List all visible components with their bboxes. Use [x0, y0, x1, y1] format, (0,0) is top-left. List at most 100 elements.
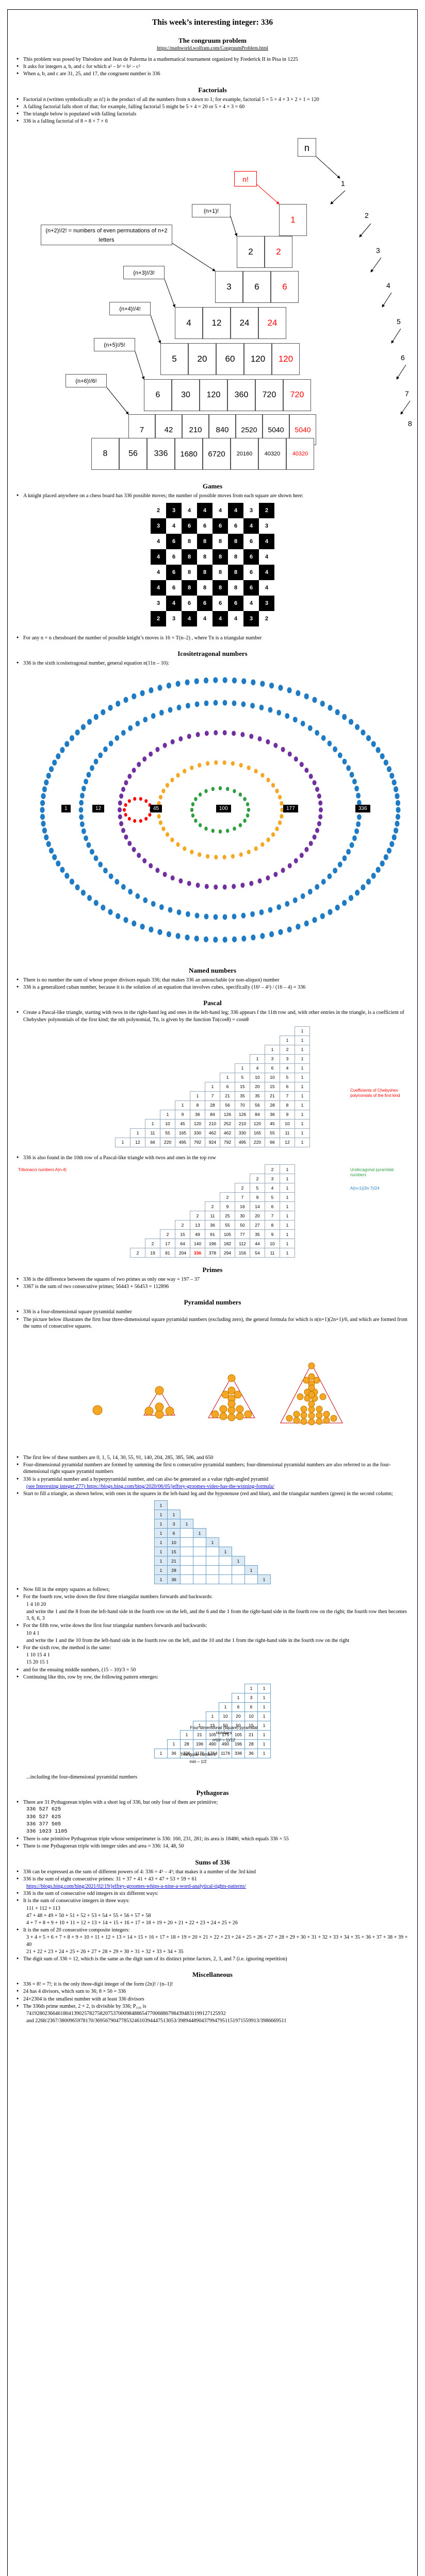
grid-cell	[206, 1529, 219, 1538]
grid-cell	[258, 1510, 271, 1519]
ico-dot	[352, 835, 357, 841]
spacer-cell	[130, 1165, 145, 1174]
ico-dot	[342, 855, 347, 861]
ico-dot	[198, 762, 202, 768]
ico-dot	[275, 826, 279, 832]
spacer-cell	[145, 1073, 160, 1082]
pascal-bullets-2: 336 is also found in the 10th row of a P…	[15, 1154, 410, 1161]
triangle-cell: 1	[257, 1702, 271, 1712]
triangle-cell: 120	[250, 1118, 265, 1129]
spacer-cell	[220, 1054, 235, 1063]
list-item: The 336th prime number, 2 + 2, is divisi…	[15, 2003, 410, 2010]
list-item: It asks for integers a, b, and c for whi…	[15, 63, 410, 70]
list-item: Create a Pascal-like triangle, starting …	[15, 1009, 410, 1023]
ff-cell: 6720	[203, 438, 231, 470]
pyramidal-link[interactable]: (see Interesting integer 277) https://bl…	[26, 1483, 274, 1489]
triangle-cell: 14	[250, 1201, 265, 1212]
ico-dot	[204, 884, 209, 889]
triangle-cell: 11	[265, 1248, 280, 1258]
ico-dot	[98, 861, 103, 868]
grid-cell	[245, 1547, 258, 1556]
triangle-cell: 6	[265, 1201, 280, 1212]
ico-dot	[327, 873, 332, 879]
ico-dot	[151, 713, 156, 719]
ico-dot	[271, 832, 275, 837]
ico-dot	[247, 850, 251, 855]
list-item: and for the ensuing middle numbers, (15 …	[15, 1666, 410, 1673]
chess-cell: 6	[197, 595, 213, 611]
ico-dot	[185, 934, 190, 941]
spacer-cell	[235, 1054, 250, 1063]
chess-cell: 8	[228, 564, 243, 580]
triangle-cell: 25	[220, 1211, 235, 1221]
edge-number-8: 8	[408, 419, 412, 428]
ico-dot	[157, 685, 162, 691]
ico-dot	[56, 860, 61, 867]
callout-even-permutations: (n+2)!/2! = numbers of even permutations…	[41, 225, 172, 246]
ico-dot	[346, 765, 351, 771]
ico-dot	[304, 846, 309, 852]
triangle-cell: 70	[235, 1100, 250, 1110]
ico-dot	[121, 884, 126, 890]
ico-dot	[275, 788, 279, 793]
ico-dot	[115, 735, 120, 741]
spacer-cell	[168, 1730, 181, 1739]
pascal-triangle-2: 2 1 2 3 1 2 5 4 1 2 7 9 5 1 2 9 16 14 6 1 2 11 25 30 20 7 1 2 13 36 55…	[15, 1164, 410, 1258]
ico-dot	[151, 901, 156, 907]
triangle-cell: 6	[232, 1702, 245, 1712]
ico-dot	[260, 933, 265, 939]
triangle-cell: 1	[154, 1748, 168, 1758]
ico-dot	[349, 842, 354, 848]
table-row: 2 11 25 30 20 7 1	[130, 1211, 295, 1221]
triangle-cell: 5	[250, 1183, 265, 1193]
triangle-cell: 36	[244, 1748, 258, 1758]
ico-dot	[335, 904, 340, 911]
ico-dot	[352, 778, 357, 785]
ico-dot	[355, 890, 360, 896]
ico-dot	[46, 841, 51, 848]
ico-dot	[386, 848, 392, 854]
ico-dot	[315, 730, 320, 736]
ico-dot	[292, 717, 298, 723]
triangle-cell: 35	[250, 1229, 265, 1240]
ico-dot	[320, 701, 325, 707]
ico-dot	[170, 837, 174, 842]
ico-dot	[194, 701, 200, 707]
grid-cell	[232, 1529, 245, 1538]
grid-cell	[219, 1510, 232, 1519]
table-row: 1 12 66 220 495 792 924 792 495 220 66 12 1	[115, 1137, 310, 1147]
ico-dot	[204, 913, 209, 920]
grid-cell: 1	[154, 1528, 168, 1538]
triangle-cell: 2	[235, 1183, 250, 1193]
ico-dot	[226, 787, 230, 791]
ico-dot	[333, 868, 337, 874]
chess-cell: 4	[259, 533, 274, 549]
sums336-link[interactable]: https://blogs.bing.com/bing/2021/02/19/j…	[26, 1883, 246, 1889]
ico-dot	[287, 687, 292, 693]
edge-number-2: 2	[365, 211, 369, 220]
triangle-cell: 36	[205, 1220, 220, 1230]
ico-dot	[159, 709, 164, 716]
chess-cell: 8	[228, 580, 243, 596]
ico-dot	[222, 730, 227, 736]
ico-dot	[135, 721, 140, 727]
ico-dot	[204, 700, 209, 706]
ico-dot	[132, 920, 137, 927]
chess-cell: 4	[259, 580, 274, 596]
ico-dot	[386, 766, 392, 772]
sums-final-bullet: ...including the four-dimensional pyrami…	[15, 1774, 410, 1781]
triangle-cell: 1	[257, 1711, 271, 1721]
list-item: 15 20 15 1	[26, 1659, 49, 1666]
spacer-cell	[190, 1174, 205, 1183]
grid-cell	[180, 1528, 193, 1538]
spacer-cell	[160, 1082, 175, 1091]
list-item: and write the 1 and the 8 from the left-…	[26, 1608, 407, 1622]
table-row: 3 4 6 6 6 6 4 3	[151, 518, 274, 534]
ico-dot	[155, 868, 160, 873]
chess-cell: 6	[166, 580, 182, 596]
spacer-cell	[130, 1082, 145, 1091]
congruum-link[interactable]: https://mathworld.wolfram.com/CongruumPr…	[156, 46, 269, 51]
